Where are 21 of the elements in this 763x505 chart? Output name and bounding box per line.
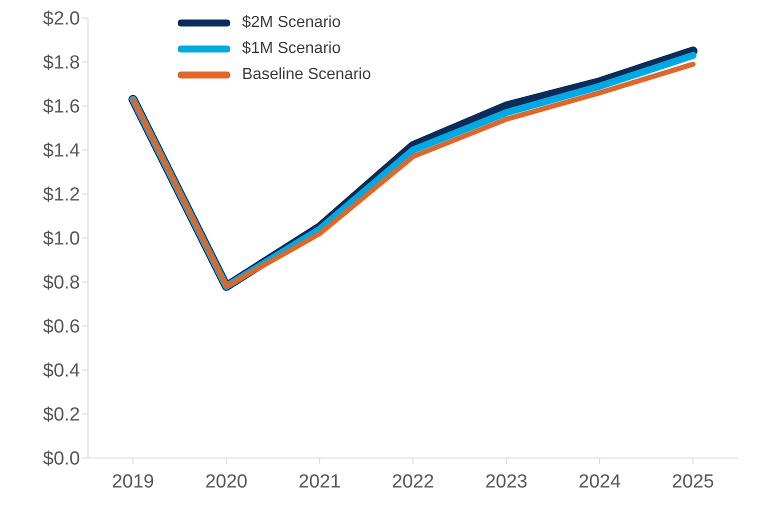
legend-label: Baseline Scenario	[242, 66, 371, 84]
y-tick-label: $1.6	[43, 96, 80, 118]
y-tick-label: $0.4	[43, 360, 80, 382]
y-tick-label: $0.8	[43, 272, 80, 294]
x-tick-label: 2023	[485, 471, 528, 492]
legend-label: $1M Scenario	[242, 40, 341, 58]
y-tick-label: $0.2	[43, 404, 80, 426]
y-tick-label: $1.8	[43, 52, 80, 74]
x-tick-label: 2025	[672, 471, 714, 492]
y-tick-label: $1.2	[43, 184, 80, 206]
y-tick-label: $2.0	[43, 8, 80, 30]
y-tick-label: $0.0	[43, 448, 80, 470]
x-tick-label: 2024	[578, 471, 622, 492]
x-tick-label: 2020	[205, 471, 248, 492]
legend-label: $2M Scenario	[242, 14, 341, 32]
x-tick-label: 2021	[298, 471, 341, 492]
y-tick-label: $1.0	[43, 228, 80, 250]
x-tick-label: 2019	[112, 471, 154, 492]
y-tick-label: $0.6	[43, 316, 80, 338]
y-tick-label: $1.4	[43, 140, 80, 162]
x-tick-label: 2022	[392, 471, 434, 492]
